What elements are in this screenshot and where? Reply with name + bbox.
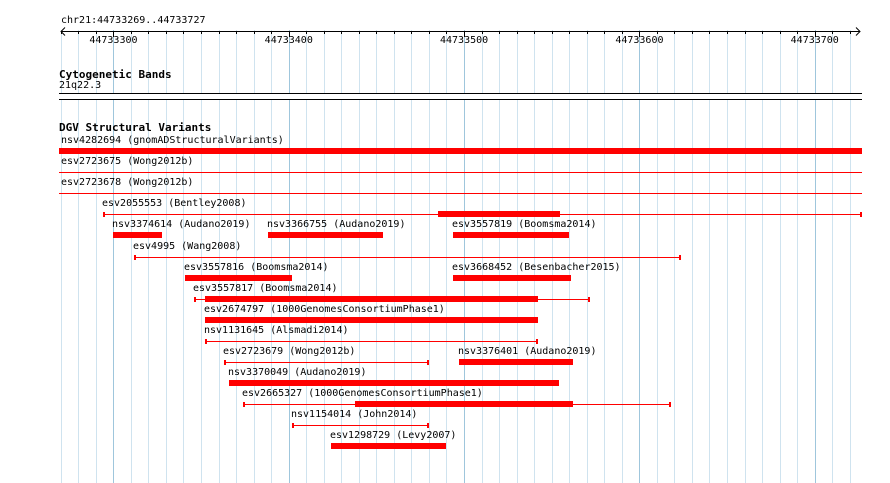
dgv-feature-label[interactable]: esv3557819 (Boomsma2014) xyxy=(452,219,597,230)
dgv-feature-label[interactable]: esv1298729 (Levy2007) xyxy=(330,430,457,441)
dgv-feature-label[interactable]: nsv3370049 (Audano2019) xyxy=(228,367,367,378)
dgv-feature-label[interactable]: nsv3366755 (Audano2019) xyxy=(267,219,406,230)
dgv-feature-label[interactable]: esv3668452 (Besenbacher2015) xyxy=(452,262,621,273)
cytoband-label: 21q22.3 xyxy=(59,80,102,91)
dgv-feature-bar[interactable] xyxy=(229,380,559,386)
dgv-feature-label[interactable]: esv3557816 (Boomsma2014) xyxy=(184,262,329,273)
dgv-feature-line[interactable] xyxy=(59,193,862,194)
dgv-feature-end-cap xyxy=(860,212,862,217)
ruler-tick-label: 44733300 xyxy=(89,35,138,46)
ruler-axis xyxy=(60,27,861,37)
dgv-feature-label[interactable]: esv2055553 (Bentley2008) xyxy=(102,198,247,209)
dgv-feature-bar[interactable] xyxy=(438,211,560,217)
dgv-feature-line[interactable] xyxy=(292,425,429,426)
dgv-feature-label[interactable]: esv2723679 (Wong2012b) xyxy=(223,346,356,357)
dgv-feature-bar[interactable] xyxy=(59,148,862,154)
dgv-feature-label[interactable]: nsv3374614 (Audano2019) xyxy=(112,219,251,230)
dgv-feature-bar[interactable] xyxy=(453,232,569,238)
dgv-feature-line[interactable] xyxy=(205,341,538,342)
dgv-feature-bar[interactable] xyxy=(205,317,538,323)
dgv-feature-end-cap xyxy=(292,423,294,428)
dgv-feature-label[interactable]: esv2723675 (Wong2012b) xyxy=(61,156,194,167)
dgv-feature-label[interactable]: nsv4282694 (gnomADStructuralVariants) xyxy=(61,135,284,146)
ruler-location: chr21:44733269..44733727 xyxy=(61,15,206,26)
dgv-feature-line[interactable] xyxy=(224,362,429,363)
dgv-feature-end-cap xyxy=(224,360,226,365)
dgv-feature-bar[interactable] xyxy=(331,443,446,449)
dgv-feature-label[interactable]: nsv1131645 (Alsmadi2014) xyxy=(204,325,349,336)
dgv-feature-label[interactable]: esv2665327 (1000GenomesConsortiumPhase1) xyxy=(242,388,483,399)
dgv-feature-bar[interactable] xyxy=(355,401,573,407)
dgv-feature-end-cap xyxy=(134,255,136,260)
dgv-feature-end-cap xyxy=(536,339,538,344)
dgv-feature-end-cap xyxy=(103,212,105,217)
dgv-feature-bar[interactable] xyxy=(185,275,292,281)
dgv-feature-label[interactable]: esv4995 (Wang2008) xyxy=(133,241,242,252)
dgv-feature-bar[interactable] xyxy=(268,232,383,238)
dgv-feature-bar[interactable] xyxy=(113,232,162,238)
ruler-tick-label: 44733500 xyxy=(440,35,489,46)
dgv-feature-end-cap xyxy=(243,402,245,407)
dgv-feature-end-cap xyxy=(427,360,429,365)
cytoband-bar[interactable] xyxy=(59,93,862,100)
ruler-tick-label: 44733400 xyxy=(264,35,313,46)
dgv-feature-line[interactable] xyxy=(134,257,681,258)
dgv-feature-label[interactable]: esv2674797 (1000GenomesConsortiumPhase1) xyxy=(204,304,445,315)
dgv-feature-end-cap xyxy=(588,297,590,302)
dgv-feature-label[interactable]: esv2723678 (Wong2012b) xyxy=(61,177,194,188)
dgv-feature-bar[interactable] xyxy=(205,296,538,302)
dgv-feature-end-cap xyxy=(194,297,196,302)
ruler-tick-label: 44733600 xyxy=(615,35,664,46)
ruler-tick-label: 44733700 xyxy=(790,35,839,46)
dgv-feature-end-cap xyxy=(679,255,681,260)
ruler-right-arrow xyxy=(855,27,861,36)
dgv-feature-end-cap xyxy=(669,402,671,407)
dgv-feature-label[interactable]: nsv1154014 (John2014) xyxy=(291,409,418,420)
dgv-feature-bar[interactable] xyxy=(459,359,573,365)
dgv-feature-end-cap xyxy=(205,339,207,344)
dgv-feature-end-cap xyxy=(427,423,429,428)
dgv-feature-label[interactable]: esv3557817 (Boomsma2014) xyxy=(193,283,338,294)
dgv-feature-bar[interactable] xyxy=(453,275,571,281)
dgv-feature-line[interactable] xyxy=(59,172,862,173)
dgv-feature-label[interactable]: nsv3376401 (Audano2019) xyxy=(458,346,597,357)
dgv-title: DGV Structural Variants xyxy=(59,121,212,134)
cytoband-title: Cytogenetic Bands xyxy=(59,68,172,81)
